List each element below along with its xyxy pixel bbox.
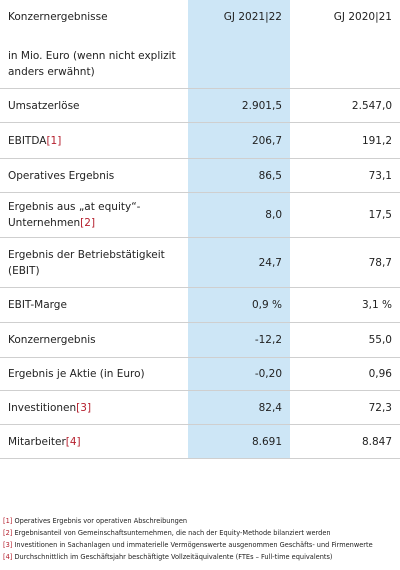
row-label: EBITDA[1] xyxy=(8,133,178,149)
column-header: GJ 2021|22 xyxy=(223,11,282,23)
cell-value: 8.691 xyxy=(251,435,282,448)
footnote-link: [3] xyxy=(76,401,92,414)
cell-value: 8,0 xyxy=(265,209,282,221)
cell-value: 3,1 % xyxy=(361,299,392,311)
table-row: Ergebnis der Betriebstätigkeit (EBIT) 24,… xyxy=(0,237,400,287)
table-title: Konzernergebnisse xyxy=(8,11,108,23)
row-label: Ergebnis der Betriebstätigkeit (EBIT) xyxy=(8,247,178,279)
footnote-marker: [1] xyxy=(3,517,13,525)
footnote-link: [2] xyxy=(80,217,96,229)
cell-value: -12,2 xyxy=(254,334,282,346)
row-label: EBIT-Marge xyxy=(8,297,178,313)
cell-value: -0,20 xyxy=(254,368,282,380)
table-row: Investitionen[3] 82,4 72,3 xyxy=(0,390,400,424)
footnote-marker: [4] xyxy=(3,553,13,561)
cell-value: 2.901,5 xyxy=(241,99,282,112)
table-row: EBITDA[1] 206,7 191,2 xyxy=(0,122,400,158)
label-text: EBIT-Marge xyxy=(8,299,67,311)
cell-value: 55,0 xyxy=(368,334,392,346)
label-text: Ergebnis je Aktie (in Euro) xyxy=(8,368,145,380)
row-label: Umsatzerlöse xyxy=(8,98,178,114)
footnote-link: [1] xyxy=(46,134,62,147)
row-label: Ergebnis aus „at equity“-Unternehmen[2] xyxy=(8,199,178,231)
footnote-marker: [3] xyxy=(3,541,13,549)
cell-value: 78,7 xyxy=(368,256,392,269)
cell-value: 73,1 xyxy=(368,169,392,182)
cell-value: 2.547,0 xyxy=(351,99,392,112)
column-header: GJ 2020|21 xyxy=(333,11,392,23)
row-label: Ergebnis je Aktie (in Euro) xyxy=(8,366,178,382)
cell-value: 17,5 xyxy=(368,209,392,221)
row-label: Investitionen[3] xyxy=(8,400,178,416)
cell-value: 0,96 xyxy=(368,368,392,380)
footnote-marker: [2] xyxy=(3,529,13,537)
table-row: Konzernergebnis -12,2 55,0 xyxy=(0,322,400,357)
footnote: [2] Ergebnisanteil von Gemeinschaftsunte… xyxy=(3,529,331,537)
row-label: Konzernergebnis xyxy=(8,332,178,348)
table-row: Ergebnis aus „at equity“-Unternehmen[2] 8… xyxy=(0,192,400,237)
footnote: [4] Durchschnittlich im Geschäftsjahr be… xyxy=(3,553,333,561)
label-text: Investitionen xyxy=(8,401,77,414)
cell-value: 206,7 xyxy=(251,134,282,147)
cell-value: 24,7 xyxy=(258,256,282,269)
label-text: Ergebnis aus „at equity“-Unternehmen xyxy=(8,201,141,229)
cell-value: 86,5 xyxy=(258,169,282,182)
footnote-text: Ergebnisanteil von Gemeinschaftsunterneh… xyxy=(14,529,331,537)
label-text: Operatives Ergebnis xyxy=(8,169,115,182)
cell-value: 0,9 % xyxy=(251,299,282,311)
table-row: Mitarbeiter[4] 8.691 8.847 xyxy=(0,424,400,458)
cell-value: 82,4 xyxy=(258,401,282,414)
cell-value: 72,3 xyxy=(368,401,392,414)
footnote: [1] Operatives Ergebnis vor operativen A… xyxy=(3,517,187,525)
footnote: [3] Investitionen in Sachanlagen und imm… xyxy=(3,541,373,549)
row-label: Mitarbeiter[4] xyxy=(8,434,178,450)
cell-value: 8.847 xyxy=(361,435,392,448)
label-text: Konzernergebnis xyxy=(8,334,96,346)
table-bottom-rule xyxy=(0,458,400,459)
row-label: Operatives Ergebnis xyxy=(8,168,178,184)
label-text: Mitarbeiter xyxy=(8,435,66,448)
footnote-text: Operatives Ergebnis vor operativen Absch… xyxy=(14,517,188,525)
label-text: Ergebnis der Betriebstätigkeit (EBIT) xyxy=(8,248,165,277)
unit-note: in Mio. Euro (wenn nicht explizit anders… xyxy=(8,50,176,78)
footnote-text: Investitionen in Sachanlagen und immater… xyxy=(14,541,373,549)
label-text: Umsatzerlöse xyxy=(8,99,80,112)
highlight-column xyxy=(188,0,290,458)
table-row: Umsatzerlöse 2.901,5 2.547,0 xyxy=(0,88,400,122)
label-text: EBITDA xyxy=(8,134,47,147)
footnote-text: Durchschnittlich im Geschäftsjahr beschä… xyxy=(14,553,333,561)
footnote-link: [4] xyxy=(65,435,81,448)
cell-value: 191,2 xyxy=(361,134,392,147)
table-row: EBIT-Marge 0,9 % 3,1 % xyxy=(0,287,400,322)
table-row: Ergebnis je Aktie (in Euro) -0,20 0,96 xyxy=(0,357,400,390)
table-row: Operatives Ergebnis 86,5 73,1 xyxy=(0,158,400,192)
